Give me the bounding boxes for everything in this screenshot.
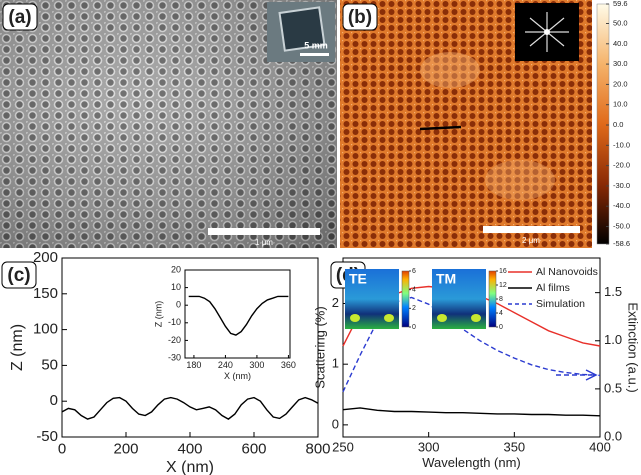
field-colorbar	[401, 270, 410, 328]
x-tick-label: 300	[249, 360, 264, 370]
y-tick-label: -10	[168, 317, 181, 327]
panel-b-image	[340, 0, 610, 248]
y-tick-label: 1	[332, 356, 339, 371]
y-tick-label: 0	[176, 300, 181, 310]
y-tick-label: 50	[41, 356, 58, 373]
panel-d-decor	[556, 369, 598, 381]
y-tick-label: -50	[36, 428, 58, 445]
y-axis-label: Z (nm)	[9, 324, 26, 371]
plot-frame	[184, 269, 291, 359]
colorbar-tick-label: -20.0	[613, 161, 630, 170]
y-tick-label: 200	[33, 249, 58, 266]
plot-frame	[342, 257, 601, 438]
x-axis-label: X (nm)	[166, 459, 214, 475]
inset-scale-label: 5 mm	[304, 40, 328, 50]
field-colorbar-tick-label: 4	[499, 310, 503, 317]
y2-tick-label: 1.5	[604, 284, 622, 299]
panel-a-image	[0, 0, 337, 248]
colorbar-tick-label: -30.0	[613, 181, 630, 190]
field-colorbar-tick-label: 2	[412, 305, 416, 312]
y-tick-label: 100	[33, 321, 58, 338]
colorbar-tick-label: 59.6	[613, 0, 628, 8]
colorbar-tick-label: 40.0	[613, 39, 628, 48]
x-tick-label: 0	[58, 441, 66, 458]
scale-bar-label: 2 μm	[522, 236, 540, 245]
field-colorbar-tick-label: 8	[499, 296, 503, 303]
x-tick-label: 600	[241, 441, 266, 458]
legend-label: Simulation	[536, 298, 585, 310]
x-tick-label: 360	[281, 360, 296, 370]
field-hotspot	[384, 314, 394, 322]
field-colorbar	[488, 270, 497, 328]
x-tick-label: 400	[177, 441, 202, 458]
x-axis-label: X (nm)	[224, 371, 251, 381]
x-tick-label: 800	[305, 441, 330, 458]
field-colorbar-tick-label: 16	[499, 268, 507, 275]
y-tick-label: 2	[332, 295, 339, 310]
y-tick-label: -20	[168, 335, 181, 345]
field-map-label: TE	[349, 271, 367, 287]
colorbar-tick-label: 0.0	[613, 120, 623, 129]
data-line	[188, 295, 289, 336]
legend-label: Al films	[536, 282, 570, 294]
y2-tick-label: 1.0	[604, 332, 622, 347]
x-axis-label: Wavelength (nm)	[422, 455, 521, 470]
panel-label-box	[1, 261, 37, 289]
y-tick-label: 20	[171, 264, 181, 274]
colorbar-tick-label: 30.0	[613, 59, 628, 68]
y-tick-label: -30	[168, 352, 181, 362]
x-tick-label: 250	[332, 439, 354, 454]
panel-label: (b)	[348, 7, 372, 28]
colorbar-tick-label: -40.0	[613, 201, 630, 210]
data-line	[61, 396, 319, 420]
field-hotspot	[437, 314, 447, 322]
x-tick-label: 400	[589, 439, 611, 454]
field-hotspot	[350, 314, 360, 322]
y-axis-label: Z (nm)	[153, 301, 163, 328]
field-map-label: TM	[436, 271, 456, 287]
x-tick-label: 300	[418, 439, 440, 454]
scale-bar-label: 1 μm	[255, 238, 273, 247]
colorbar-tick-label: -50.0	[613, 222, 630, 231]
y2-tick-label: 0.0	[604, 428, 622, 443]
field-colorbar-tick-label: 0	[499, 324, 503, 331]
y-tick-label: 10	[171, 282, 181, 292]
x-tick-label: 350	[503, 439, 525, 454]
y2-tick-label: 0.5	[604, 380, 622, 395]
panel-label-box	[342, 3, 378, 31]
colorbar-tick-label: 10.0	[613, 100, 628, 109]
panel-label: (a)	[8, 7, 31, 28]
legend-label: Al Nanovoids	[536, 266, 598, 278]
x-tick-label: 240	[218, 360, 233, 370]
field-colorbar-tick-label: 12	[499, 282, 507, 289]
panel-label-box	[2, 3, 38, 31]
y-tick-label: 150	[33, 285, 58, 302]
field-colorbar-tick-label: 4	[412, 287, 416, 294]
y2-axis-label: Extinction (a.u.)	[626, 302, 641, 392]
field-hotspot	[471, 314, 481, 322]
panel-label: (c)	[7, 265, 30, 286]
y-tick-label: 0	[332, 416, 339, 431]
colorbar-tick-label: -58.6	[613, 239, 630, 248]
colorbar-tick-label: 50.0	[613, 18, 628, 27]
x-tick-label: 200	[113, 441, 138, 458]
data-line	[342, 407, 601, 417]
colorbar-tick-label: -10.0	[613, 140, 630, 149]
y-axis-label: Scattering (%)	[312, 306, 327, 388]
y-tick-label: 0	[50, 392, 58, 409]
field-colorbar-tick-label: 6	[412, 268, 416, 275]
field-colorbar-tick-label: 0	[412, 324, 416, 331]
x-tick-label: 180	[186, 360, 201, 370]
colorbar-tick-label: 20.0	[613, 79, 628, 88]
